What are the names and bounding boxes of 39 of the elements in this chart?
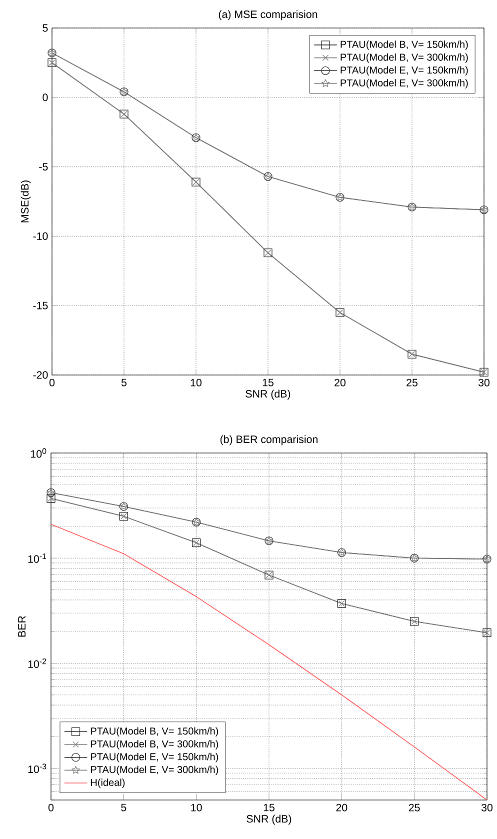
- y-tick-label: 10$^{-3}$: [28, 764, 46, 774]
- x-tick-label: 10: [191, 804, 202, 812]
- legend-label: PTAU(Model E, V= 300km/h): [340, 79, 468, 88]
- x-tick-label: 5: [121, 804, 126, 812]
- legend-label: PTAU(Model E, V= 300km/h): [91, 766, 218, 776]
- legend-label: PTAU(Model B, V= 150km/h): [91, 727, 218, 737]
- legend-label: H(ideal): [91, 778, 125, 788]
- legend-label: PTAU(Model E, V= 150km/h): [91, 752, 218, 762]
- x-tick-label: 30: [481, 804, 493, 812]
- y-tick-label: -15: [33, 302, 48, 310]
- chart-title: (a) MSE comparision: [218, 10, 318, 20]
- y-tick-label: 5: [42, 24, 48, 32]
- x-tick-label: 25: [406, 378, 418, 386]
- x-tick-label: 15: [262, 378, 274, 386]
- y-axis-title: MSE(dB): [20, 180, 31, 222]
- x-tick-label: 25: [408, 804, 420, 812]
- x-tick-label: 0: [48, 804, 54, 812]
- y-tick-label: -10: [33, 232, 48, 240]
- legend-label: PTAU(Model B, V= 150km/h): [340, 40, 468, 50]
- legend-label: PTAU(Model B, V= 300km/h): [91, 740, 218, 750]
- y-axis-title: BER: [18, 616, 26, 637]
- x-axis-title: SNR (dB): [246, 814, 292, 825]
- x-axis-title: SNR (dB): [246, 390, 290, 400]
- legend-label: PTAU(Model E, V= 150km/h): [340, 66, 468, 76]
- x-tick-label: 0: [49, 378, 55, 386]
- x-tick-label: 10: [190, 378, 202, 386]
- y-tick-label: -20: [33, 371, 48, 379]
- y-tick-label: 10$^{0}$: [31, 448, 46, 458]
- y-tick-label: 10$^{-2}$: [28, 658, 46, 668]
- x-tick-label: 15: [264, 804, 274, 812]
- chart-title: (b) BER comparision: [220, 435, 318, 446]
- x-tick-label: 20: [336, 804, 348, 812]
- x-tick-label: 30: [478, 378, 490, 386]
- y-tick-label: 10$^{-1}$: [28, 553, 46, 563]
- y-tick-label: 0: [42, 94, 48, 102]
- y-tick-label: -5: [39, 163, 48, 171]
- legend-label: PTAU(Model B, V= 300km/h): [340, 53, 468, 63]
- x-tick-label: 20: [334, 378, 346, 386]
- x-tick-label: 5: [121, 378, 127, 386]
